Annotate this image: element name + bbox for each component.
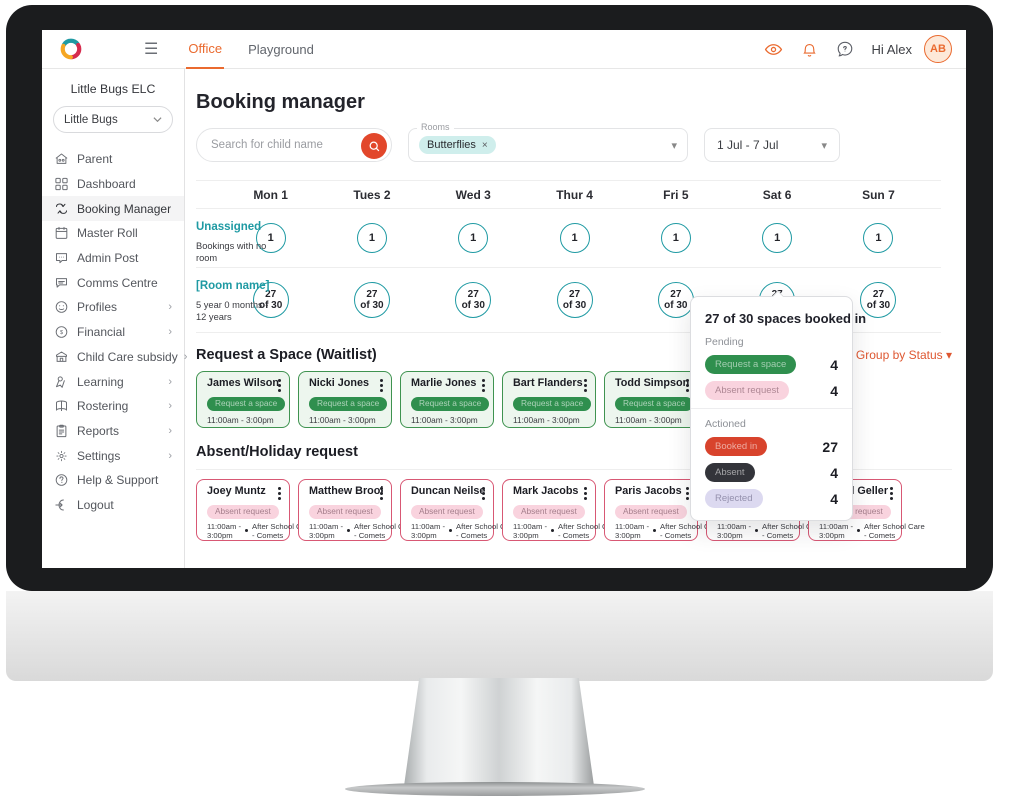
svg-text:$: $ — [60, 330, 64, 336]
